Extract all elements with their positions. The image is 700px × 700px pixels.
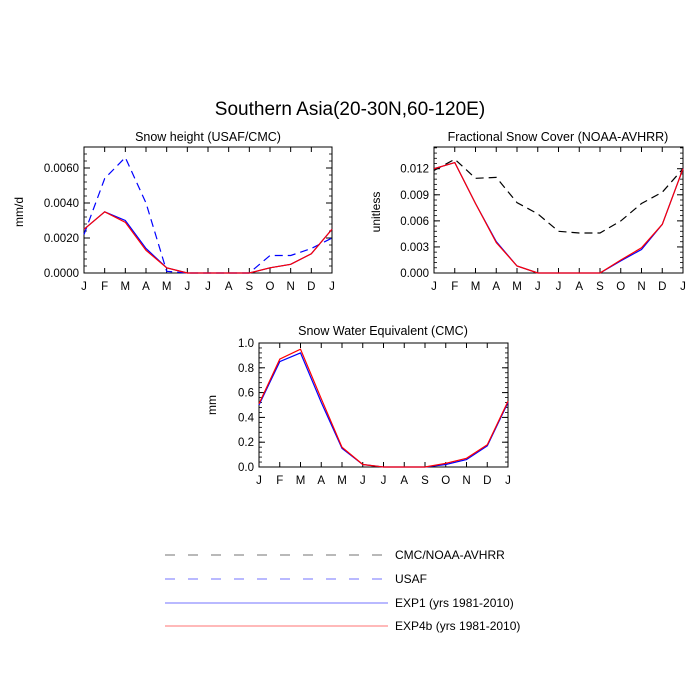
y-tick-label: 0.0020 <box>44 233 79 245</box>
panel-fractional-snow-cover: Fractional Snow Cover (NOAA-AVHRR) unitl… <box>369 130 686 293</box>
x-tick-label: M <box>337 475 347 487</box>
series-line-usaf <box>83 156 333 274</box>
plot-frame <box>258 342 509 468</box>
legend-label-usaf: USAF <box>395 572 427 586</box>
legend-label-exp4b: EXP4b (yrs 1981-2010) <box>395 619 520 633</box>
x-tick-label: A <box>575 281 583 293</box>
y-axis-label: mm/d <box>12 197 26 227</box>
y-tick-label: 0.2 <box>238 437 254 449</box>
plot-frame <box>433 146 684 274</box>
x-tick-label: J <box>431 281 437 293</box>
x-tick-label: J <box>680 281 686 293</box>
y-tick-label: 0.4 <box>238 412 255 424</box>
panel-title: Fractional Snow Cover (NOAA-AVHRR) <box>448 130 669 144</box>
x-tick-label: M <box>471 281 481 293</box>
x-tick-label: F <box>276 475 283 487</box>
x-tick-label: J <box>184 281 190 293</box>
y-tick-label: 0.0040 <box>44 198 79 210</box>
x-tick-label: O <box>266 281 275 293</box>
x-tick-label: J <box>381 475 387 487</box>
series-line-exp1 <box>83 211 333 274</box>
x-tick-label: O <box>616 281 625 293</box>
legend-label-exp1: EXP1 (yrs 1981-2010) <box>395 596 514 610</box>
x-tick-label: A <box>142 281 150 293</box>
x-tick-label: A <box>492 281 500 293</box>
y-tick-label: 0.009 <box>400 190 429 202</box>
series-line-obs <box>433 158 684 234</box>
x-tick-label: J <box>535 281 541 293</box>
x-tick-label: J <box>256 475 262 487</box>
y-tick-label: 0.0 <box>238 462 254 474</box>
x-tick-label: J <box>205 281 211 293</box>
legend: CMC/NOAA-AVHRR USAF EXP1 (yrs 1981-2010)… <box>165 548 520 633</box>
x-tick-label: J <box>329 281 335 293</box>
series-line-exp4b <box>433 161 684 274</box>
y-tick-label: 0.6 <box>238 388 254 400</box>
x-tick-label: N <box>462 475 470 487</box>
figure-title: Southern Asia(20-30N,60-120E) <box>215 99 485 120</box>
x-tick-label: M <box>121 281 131 293</box>
x-tick-label: F <box>101 281 108 293</box>
x-tick-label: S <box>245 281 253 293</box>
x-tick-label: D <box>658 281 666 293</box>
y-axis-label: unitless <box>369 192 383 233</box>
series-line-exp1 <box>433 161 684 274</box>
x-tick-label: J <box>81 281 87 293</box>
series-line-exp1 <box>258 352 509 468</box>
y-tick-label: 0.8 <box>238 363 254 375</box>
y-tick-label: 0.000 <box>400 268 429 280</box>
y-tick-label: 1.0 <box>238 338 254 350</box>
series-line-exp4b <box>258 348 509 468</box>
x-tick-label: F <box>451 281 458 293</box>
x-tick-label: O <box>441 475 450 487</box>
x-tick-label: A <box>317 475 325 487</box>
x-tick-label: M <box>512 281 522 293</box>
panel-title: Snow Water Equivalent (CMC) <box>298 324 468 338</box>
y-tick-label: 0.003 <box>400 242 429 254</box>
x-tick-label: J <box>360 475 366 487</box>
y-tick-label: 0.0000 <box>44 268 79 280</box>
x-tick-label: D <box>307 281 315 293</box>
x-tick-label: D <box>483 475 491 487</box>
x-tick-label: N <box>287 281 295 293</box>
y-tick-label: 0.0060 <box>44 163 79 175</box>
panel-title: Snow height (USAF/CMC) <box>135 130 281 144</box>
y-tick-label: 0.006 <box>400 216 429 228</box>
y-axis-label: mm <box>205 395 219 415</box>
series-line-exp4b <box>83 211 333 274</box>
x-tick-label: S <box>596 281 604 293</box>
legend-label-obs: CMC/NOAA-AVHRR <box>395 548 505 562</box>
x-tick-label: M <box>296 475 306 487</box>
x-tick-label: J <box>556 281 562 293</box>
x-tick-label: J <box>505 475 511 487</box>
x-tick-label: A <box>225 281 233 293</box>
x-tick-label: M <box>162 281 172 293</box>
x-tick-label: S <box>421 475 429 487</box>
x-tick-label: N <box>637 281 645 293</box>
y-tick-label: 0.012 <box>400 164 429 176</box>
x-tick-label: A <box>400 475 408 487</box>
